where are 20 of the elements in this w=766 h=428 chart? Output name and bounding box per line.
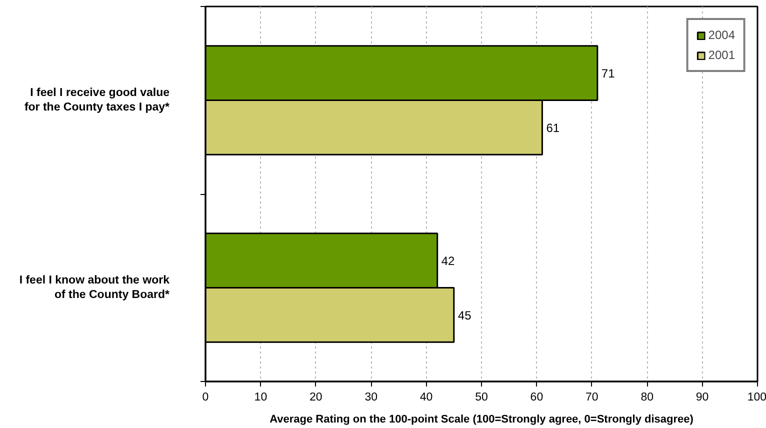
x-tick-label: 100: [747, 392, 766, 404]
data-label: 71: [601, 66, 616, 81]
y-tick-label: I feel I receive good value for the County taxes I pay*: [24, 87, 170, 114]
x-axis-title: Average Rating on the 100-point Scale (100=Strongly agree, 0=Strongly disagree): [270, 414, 694, 426]
legend-label: 2001: [708, 48, 735, 62]
legend-label: 2004: [708, 28, 735, 42]
x-tick-label: 0: [202, 392, 209, 404]
x-tick-label: 40: [420, 392, 433, 404]
x-tick-label: 60: [530, 392, 544, 404]
y-tick-label: I feel I know about the work of the County Board*: [19, 274, 170, 301]
x-tick-label: 20: [310, 392, 322, 404]
data-label: 61: [546, 120, 560, 135]
data-label: 42: [441, 254, 456, 268]
x-tick-label: 90: [696, 392, 709, 404]
data-label: 45: [458, 308, 472, 322]
x-tick-label: 30: [364, 392, 378, 404]
x-tick-label: 10: [254, 392, 268, 404]
x-tick-label: 80: [640, 392, 654, 404]
x-tick-label: 50: [475, 392, 488, 404]
x-tick-label: 70: [586, 392, 598, 404]
